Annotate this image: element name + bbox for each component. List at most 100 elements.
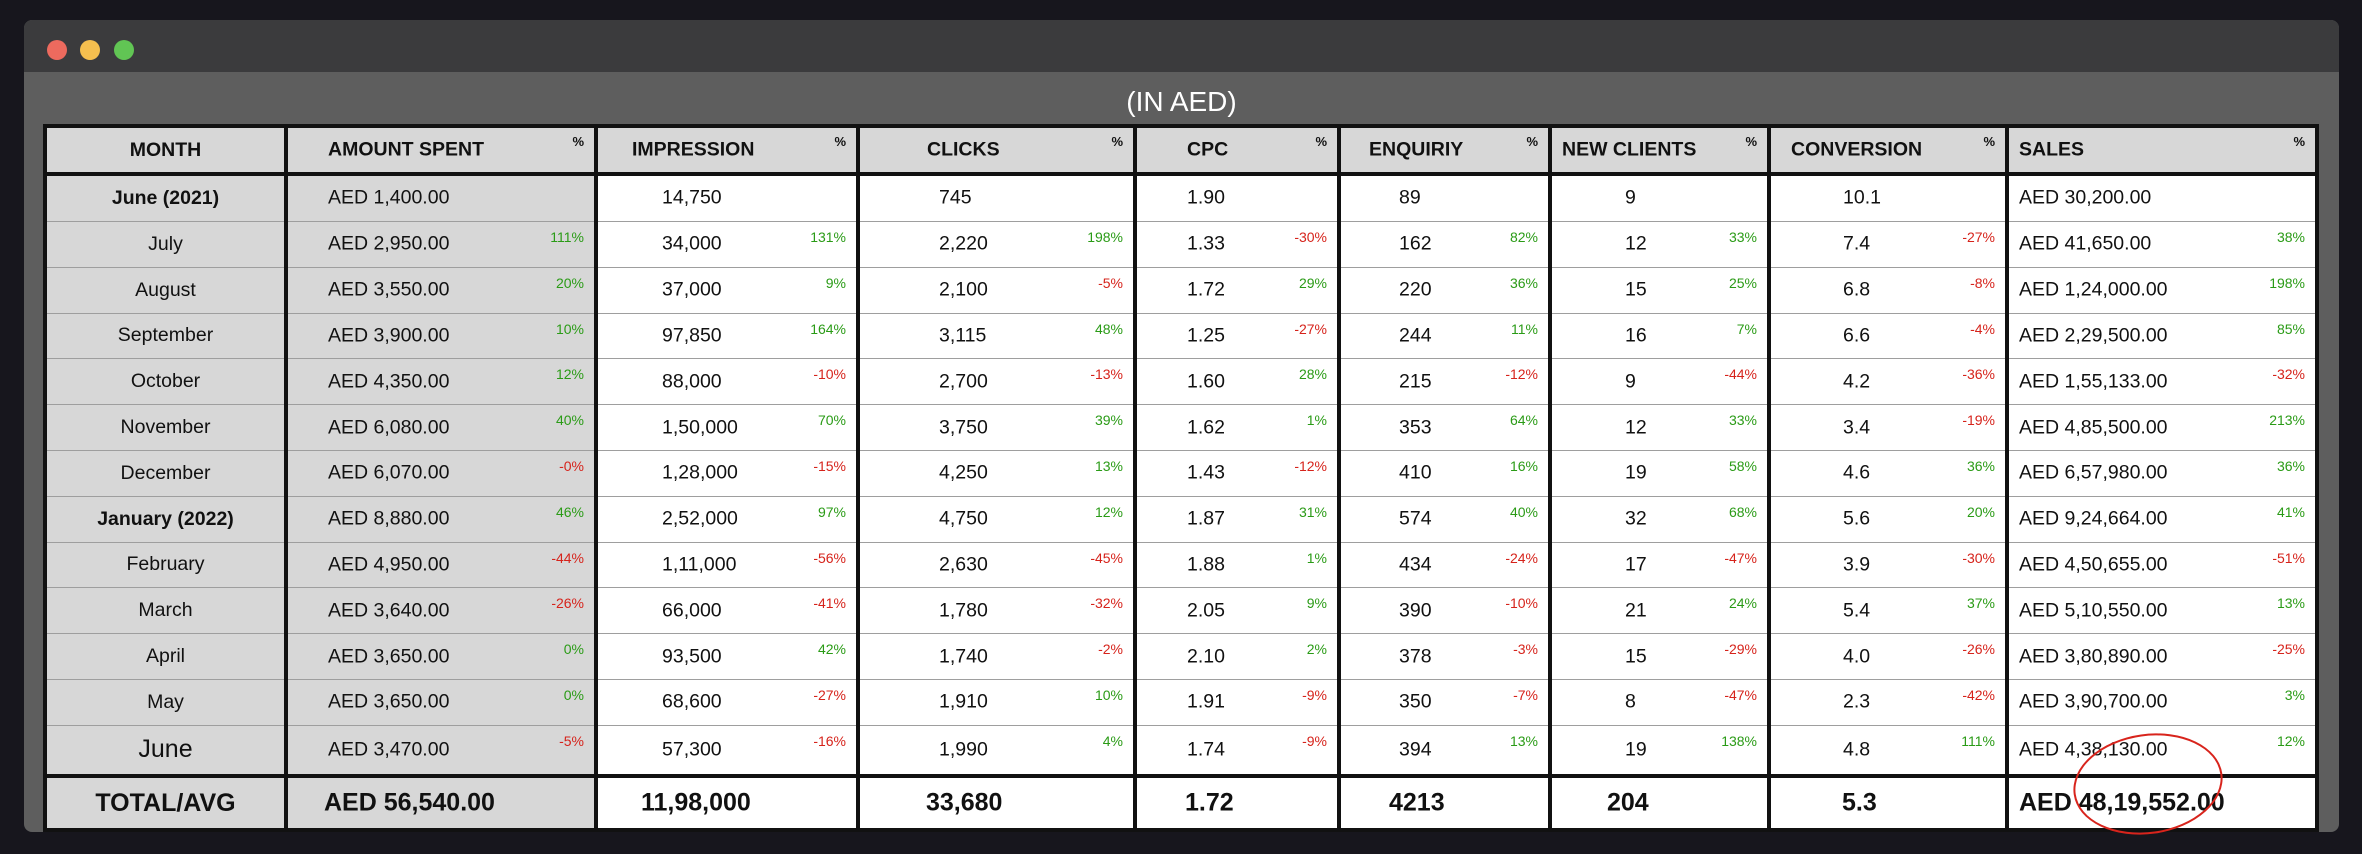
new-clients-cell: 32 68% <box>1549 495 1771 543</box>
impression-cell: 1,28,000 -15% <box>595 449 860 497</box>
sales-cell: AED 1,55,133.00 -32% <box>2006 358 2319 406</box>
conversion-value: 6.8 <box>1843 278 1871 301</box>
table-row: October AED 4,350.00 12% 88,000 -10% 2,700 -13… <box>43 358 2319 406</box>
cpc-cell: 1.87 31% <box>1134 495 1341 543</box>
clicks-value: 4,750 <box>939 507 988 530</box>
impression-change-percent: 70% <box>817 412 846 429</box>
impression-change-percent: -41% <box>813 595 846 612</box>
amount-spent-change-percent: 0% <box>563 687 584 703</box>
clicks-cell: 2,220 198% <box>857 220 1137 268</box>
clicks-change-percent: 10% <box>1094 687 1123 703</box>
clicks-cell: 4,750 12% <box>857 495 1137 543</box>
sales-value: AED 9,24,664.00 <box>2019 507 2168 530</box>
new-clients-change-percent: 33% <box>1728 412 1757 429</box>
enquiry-cell: 378 -3% <box>1338 633 1552 680</box>
impression-value: 1,50,000 <box>662 416 738 439</box>
amount-spent-change-percent: -0% <box>559 457 584 474</box>
amount-spent-change-percent: 40% <box>555 412 584 429</box>
amount-spent-cell: AED 3,550.00 20% <box>285 266 598 314</box>
conversion-cell: 3.4 -19% <box>1768 404 2009 451</box>
impression-value: 57,300 <box>662 738 722 761</box>
amount-spent-cell: AED 6,070.00 -0% <box>285 449 598 497</box>
cpc-change-percent: -27% <box>1294 320 1327 337</box>
sales-cell: AED 41,650.00 38% <box>2006 220 2319 268</box>
new-clients-cell: 9 -44% <box>1549 358 1771 406</box>
impression-cell: 97,850 164% <box>595 312 860 360</box>
amount-spent-cell: AED 3,650.00 0% <box>285 679 598 726</box>
amount-spent-value: AED 8,880.00 <box>328 507 450 530</box>
conversion-value: 4.8 <box>1843 738 1871 761</box>
sales-value: AED 6,57,980.00 <box>2019 461 2168 484</box>
new-clients-value: 21 <box>1625 599 1647 622</box>
amount-spent-value: AED 3,470.00 <box>328 738 450 761</box>
sales-cell: AED 6,57,980.00 36% <box>2006 449 2319 497</box>
clicks-value: 2,700 <box>939 370 988 393</box>
sales-cell: AED 2,29,500.00 85% <box>2006 312 2319 360</box>
enquiry-change-percent: -3% <box>1513 641 1538 658</box>
clicks-change-percent: -5% <box>1098 274 1123 291</box>
clicks-value: 1,780 <box>939 599 988 622</box>
total-cpc: 1.72 <box>1134 774 1341 832</box>
cpc-value: 1.72 <box>1187 278 1225 301</box>
cpc-change-percent: -9% <box>1302 687 1327 703</box>
window-titlebar <box>24 20 2339 72</box>
zoom-window-button[interactable] <box>114 40 134 60</box>
new-clients-cell: 17 -47% <box>1549 541 1771 589</box>
clicks-change-percent: -45% <box>1090 549 1123 566</box>
enquiry-cell: 410 16% <box>1338 449 1552 497</box>
enquiry-cell: 244 11% <box>1338 312 1552 360</box>
total-enquiry: 4213 <box>1338 774 1552 832</box>
conversion-cell: 6.6 -4% <box>1768 312 2009 360</box>
table-row: June (2021) AED 1,400.00 14,750 745 1.90 89 9 1… <box>43 173 2319 222</box>
amount-spent-cell: AED 1,400.00 <box>285 173 598 222</box>
impression-cell: 57,300 -16% <box>595 724 860 777</box>
clicks-cell: 1,910 10% <box>857 679 1137 726</box>
sales-change-percent: 36% <box>2276 457 2305 474</box>
impression-cell: 2,52,000 97% <box>595 495 860 543</box>
new-clients-value: 32 <box>1625 507 1647 530</box>
total-clicks: 33,680 <box>857 774 1137 832</box>
clicks-value: 1,740 <box>939 645 988 668</box>
month-cell: April <box>43 633 288 680</box>
sales-change-percent: -32% <box>2272 366 2305 383</box>
conversion-change-percent: -42% <box>1962 687 1995 703</box>
impression-value: 68,600 <box>662 690 722 713</box>
month-cell: March <box>43 587 288 635</box>
amount-spent-change-percent: -5% <box>559 732 584 749</box>
conversion-cell: 4.0 -26% <box>1768 633 2009 680</box>
amount-spent-cell: AED 8,880.00 46% <box>285 495 598 543</box>
new-clients-change-percent: 33% <box>1728 228 1757 245</box>
conversion-value: 10.1 <box>1843 186 1881 209</box>
enquiry-change-percent: -7% <box>1513 687 1538 703</box>
amount-spent-value: AED 3,650.00 <box>328 690 450 713</box>
clicks-cell: 745 <box>857 173 1137 222</box>
conversion-change-percent: -36% <box>1962 366 1995 383</box>
amount-spent-cell: AED 3,650.00 0% <box>285 633 598 680</box>
report-table: MONTH AMOUNT SPENT% IMPRESSION% CLICKS% … <box>43 124 2319 832</box>
clicks-value: 3,115 <box>939 324 987 347</box>
new-clients-change-percent: -47% <box>1724 687 1757 703</box>
header-row: MONTH AMOUNT SPENT% IMPRESSION% CLICKS% … <box>43 124 2319 176</box>
sales-change-percent: 213% <box>2269 412 2305 429</box>
sales-value: AED 4,85,500.00 <box>2019 416 2168 439</box>
total-sales: AED 48,19,552.00 <box>2006 774 2319 832</box>
enquiry-cell: 394 13% <box>1338 724 1552 777</box>
minimize-window-button[interactable] <box>80 40 100 60</box>
impression-value: 88,000 <box>662 370 722 393</box>
impression-change-percent: -16% <box>813 732 846 749</box>
enquiry-value: 244 <box>1399 324 1432 347</box>
clicks-cell: 4,250 13% <box>857 449 1137 497</box>
impression-change-percent: -10% <box>813 366 846 383</box>
conversion-change-percent: -30% <box>1962 549 1995 566</box>
impression-cell: 66,000 -41% <box>595 587 860 635</box>
new-clients-cell: 12 33% <box>1549 220 1771 268</box>
conversion-cell: 2.3 -42% <box>1768 679 2009 726</box>
new-clients-value: 17 <box>1625 553 1647 576</box>
conversion-cell: 4.6 36% <box>1768 449 2009 497</box>
sales-value: AED 41,650.00 <box>2019 232 2152 255</box>
amount-spent-cell: AED 3,900.00 10% <box>285 312 598 360</box>
clicks-change-percent: 39% <box>1094 412 1123 429</box>
amount-spent-value: AED 4,950.00 <box>328 553 450 576</box>
close-window-button[interactable] <box>47 40 67 60</box>
report-heading: (IN AED) <box>1126 86 1237 117</box>
